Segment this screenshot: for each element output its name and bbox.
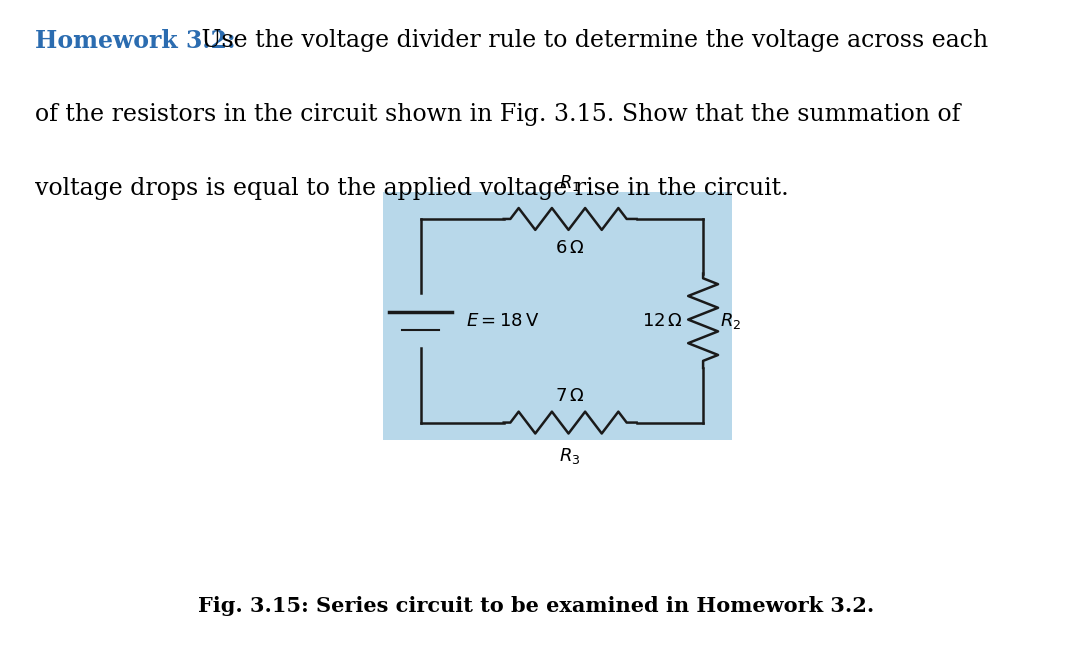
Text: $12\,\Omega$: $12\,\Omega$ <box>641 312 683 330</box>
FancyBboxPatch shape <box>384 192 732 440</box>
Text: $6\,\Omega$: $6\,\Omega$ <box>555 239 585 257</box>
Text: voltage drops is equal to the applied voltage rise in the circuit.: voltage drops is equal to the applied vo… <box>35 177 789 201</box>
Text: $R_2$: $R_2$ <box>719 311 741 331</box>
Text: $E = 18\,\mathrm{V}$: $E = 18\,\mathrm{V}$ <box>466 312 540 330</box>
Text: $7\,\Omega$: $7\,\Omega$ <box>555 387 585 405</box>
Text: Fig. 3.15: Series circuit to be examined in Homework 3.2.: Fig. 3.15: Series circuit to be examined… <box>198 596 874 616</box>
Text: Use the voltage divider rule to determine the voltage across each: Use the voltage divider rule to determin… <box>194 29 988 52</box>
Text: of the resistors in the circuit shown in Fig. 3.15. Show that the summation of: of the resistors in the circuit shown in… <box>35 103 961 126</box>
Text: Homework 3.2:: Homework 3.2: <box>35 29 236 53</box>
Text: $R_1$: $R_1$ <box>560 173 581 193</box>
Text: $R_3$: $R_3$ <box>560 446 581 466</box>
